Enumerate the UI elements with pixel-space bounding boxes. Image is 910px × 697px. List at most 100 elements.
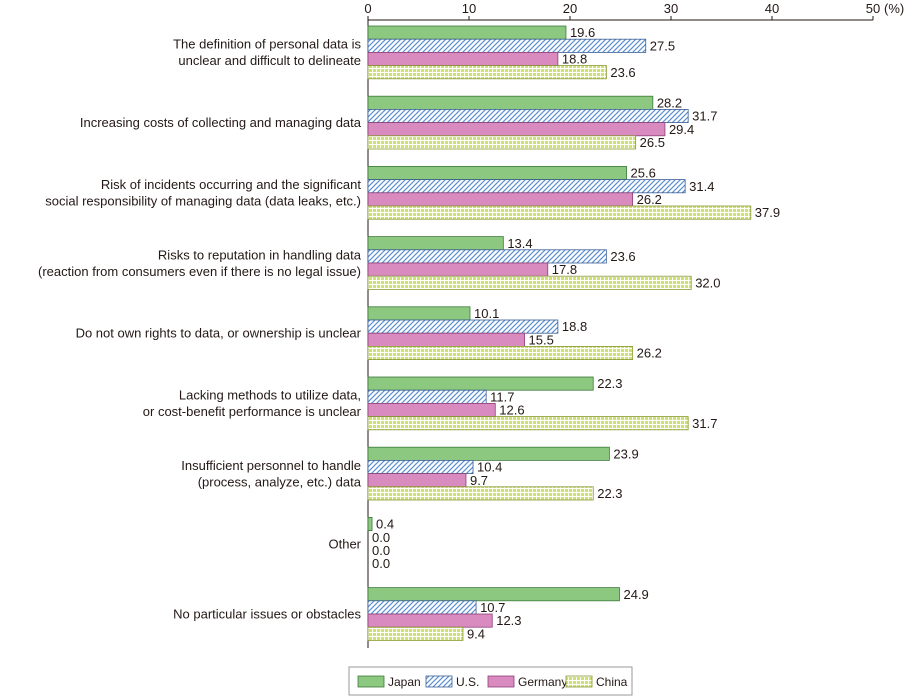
category-label: Risk of incidents occurring and the sign… bbox=[101, 177, 362, 192]
value-label: 12.6 bbox=[499, 403, 524, 418]
category-label: Increasing costs of collecting and manag… bbox=[80, 115, 362, 130]
value-label: 29.4 bbox=[669, 122, 694, 137]
value-label-bg bbox=[560, 321, 591, 333]
x-tick-label: 30 bbox=[664, 1, 678, 16]
bar-japan bbox=[367, 95, 654, 110]
category-label: (reaction from consumers even if there i… bbox=[38, 264, 361, 279]
category-labels: The definition of personal data isunclea… bbox=[38, 37, 362, 622]
x-tick-label: 0 bbox=[364, 1, 371, 16]
value-label-bg bbox=[489, 391, 520, 403]
value-label-bg bbox=[635, 347, 666, 359]
value-label-bg bbox=[468, 474, 499, 486]
x-tick-label: 20 bbox=[563, 1, 577, 16]
bar-china bbox=[367, 416, 689, 431]
value-label: 27.5 bbox=[650, 38, 675, 53]
value-label: 15.5 bbox=[529, 332, 554, 347]
value-label: 13.4 bbox=[507, 236, 532, 251]
category-label: Do not own rights to data, or ownership … bbox=[76, 326, 362, 341]
legend-label: Japan bbox=[388, 675, 421, 689]
legend-label: Germany bbox=[518, 675, 567, 689]
value-label-bg bbox=[568, 27, 599, 39]
legend-label: U.S. bbox=[456, 675, 479, 689]
bar-japan bbox=[367, 236, 504, 251]
bar-japan bbox=[367, 446, 610, 461]
value-label-bg bbox=[476, 461, 507, 473]
value-label: 26.5 bbox=[640, 135, 665, 150]
value-label-bg bbox=[506, 237, 537, 249]
value-label: 12.3 bbox=[496, 613, 521, 628]
bar-china bbox=[367, 275, 692, 290]
value-label-bg bbox=[622, 588, 653, 600]
bar-germany bbox=[367, 122, 666, 137]
category-label: Insufficient personnel to handle bbox=[181, 458, 361, 473]
bar-japan bbox=[367, 25, 567, 40]
value-label: 0.0 bbox=[372, 530, 390, 545]
value-label-bg bbox=[527, 334, 558, 346]
value-label: 26.2 bbox=[637, 346, 662, 361]
value-label-bg bbox=[609, 250, 640, 262]
bar-germany bbox=[367, 473, 467, 488]
value-label-bg bbox=[596, 378, 627, 390]
value-label-bg bbox=[375, 518, 406, 530]
bar-japan bbox=[367, 376, 594, 391]
legend-swatch-japan bbox=[357, 675, 385, 688]
value-label: 10.7 bbox=[480, 600, 505, 615]
category-label: unclear and difficult to delineate bbox=[178, 53, 361, 68]
legend-swatch-china bbox=[565, 675, 593, 688]
value-label: 9.4 bbox=[467, 626, 485, 641]
value-label: 11.7 bbox=[490, 389, 514, 404]
value-label: 23.9 bbox=[613, 446, 638, 461]
bar-japan bbox=[367, 587, 620, 602]
x-tick-label: 50 bbox=[866, 1, 880, 16]
value-label-bg bbox=[691, 110, 722, 122]
value-label: 17.8 bbox=[552, 262, 577, 277]
value-label: 31.7 bbox=[692, 416, 717, 431]
category-label: Other bbox=[328, 536, 361, 551]
value-label: 9.7 bbox=[470, 473, 488, 488]
bar-china bbox=[367, 626, 464, 641]
bar-japan bbox=[367, 165, 627, 180]
value-label: 10.1 bbox=[474, 306, 499, 321]
bar-china bbox=[367, 65, 607, 80]
value-label-bg bbox=[495, 615, 526, 627]
bar-china bbox=[367, 135, 637, 150]
value-label-bg bbox=[688, 180, 719, 192]
value-label-bg bbox=[691, 417, 722, 429]
value-label: 28.2 bbox=[657, 95, 682, 110]
value-label-bg bbox=[465, 628, 496, 640]
category-label: social responsibility of managing data (… bbox=[45, 194, 361, 209]
category-label: Risks to reputation in handling data bbox=[158, 247, 362, 262]
value-label-bg bbox=[667, 123, 698, 135]
value-label: 0.4 bbox=[376, 517, 394, 532]
bar-germany bbox=[367, 613, 493, 628]
category-label: No particular issues or obstacles bbox=[173, 607, 361, 622]
value-label: 23.6 bbox=[610, 65, 635, 80]
legend-swatch-germany bbox=[487, 675, 515, 688]
bar-china bbox=[367, 486, 594, 501]
value-label-bg bbox=[473, 307, 504, 319]
value-label-bg bbox=[629, 167, 660, 179]
value-label: 0.0 bbox=[372, 556, 390, 571]
bar-germany bbox=[367, 402, 496, 417]
value-label: 26.2 bbox=[637, 192, 662, 207]
bar-us bbox=[367, 389, 487, 404]
bar-japan bbox=[367, 517, 373, 532]
value-label-bg bbox=[609, 66, 640, 78]
x-tick-label: 10 bbox=[462, 1, 476, 16]
category-label: Lacking methods to utilize data, bbox=[179, 388, 361, 403]
value-label: 10.4 bbox=[477, 460, 502, 475]
bar-germany bbox=[367, 192, 634, 207]
value-label-bg bbox=[638, 136, 669, 148]
bar-germany bbox=[367, 262, 549, 277]
category-label: The definition of personal data is bbox=[173, 37, 361, 52]
value-label: 31.4 bbox=[689, 179, 714, 194]
bar-us bbox=[367, 319, 559, 334]
value-label: 18.8 bbox=[562, 319, 587, 334]
value-label-bg bbox=[648, 40, 679, 52]
legend: Japan U.S. Germany China bbox=[348, 666, 633, 696]
value-label: 22.3 bbox=[597, 376, 622, 391]
bar-germany bbox=[367, 332, 525, 347]
value-label-bg bbox=[612, 448, 643, 460]
bar-us bbox=[367, 600, 477, 615]
value-label-bg bbox=[498, 404, 529, 416]
